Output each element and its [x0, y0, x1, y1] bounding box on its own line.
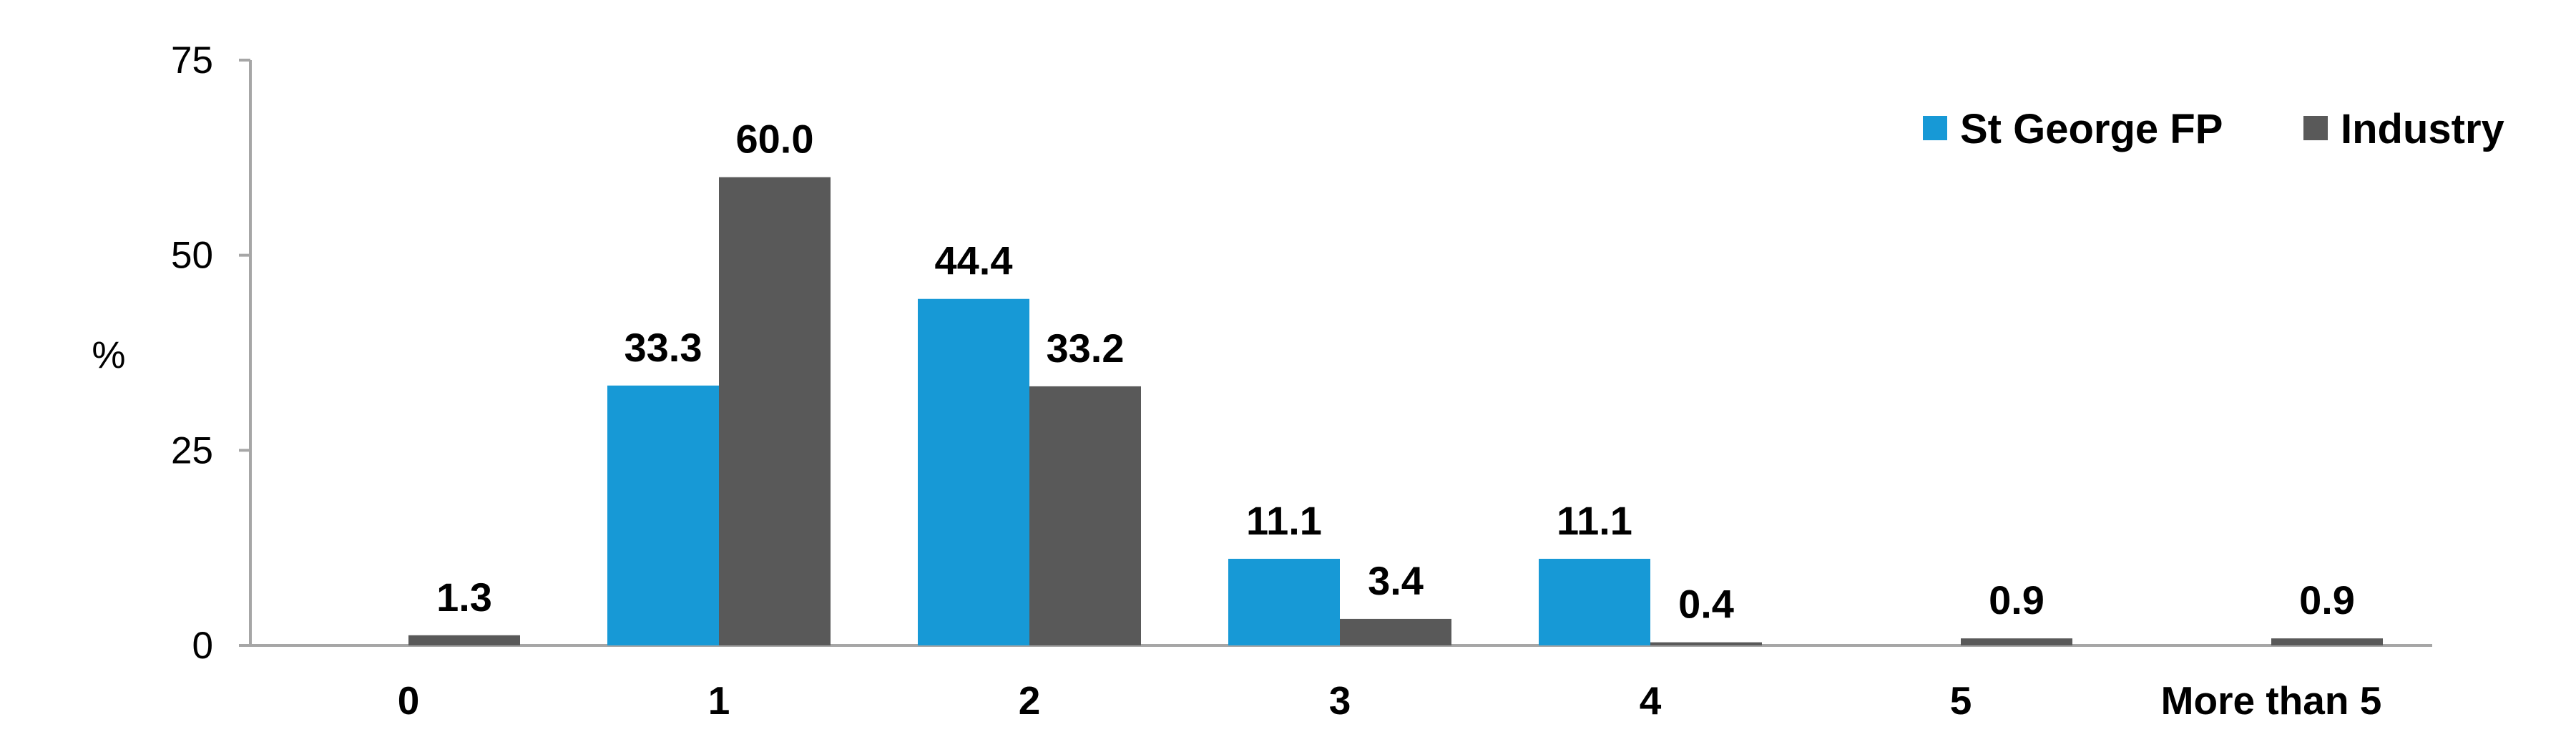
data-label: 0.4: [1678, 582, 1734, 627]
data-label: 0.9: [2299, 577, 2355, 623]
bar-industry: [2271, 638, 2383, 645]
x-tick-label: 0: [398, 678, 420, 723]
x-tick-label: More than 5: [2161, 678, 2382, 723]
legend-label: St George FP: [1960, 106, 2223, 152]
x-tick-label: 1: [708, 678, 730, 723]
x-tick-label: 2: [1019, 678, 1041, 723]
data-label: 33.2: [1047, 326, 1125, 371]
y-axis-label: %: [92, 334, 125, 376]
x-axis: 0 1 2 3 4 5 More than 5: [250, 644, 2432, 723]
bar-industry: [1340, 618, 1451, 645]
y-tick-label: 0: [192, 625, 213, 667]
bar-industry: [408, 635, 520, 645]
data-label: 1.3: [436, 575, 492, 620]
y-tick-label: 50: [171, 235, 213, 277]
bar-st-george-fp: [1228, 558, 1340, 645]
data-labels: 1.3 33.3 60.0 44.4 33.2 11.1 3.4 11.1 0.4 0.9 0.9: [436, 117, 2355, 627]
bar-industry: [1029, 386, 1141, 645]
y-tick-label: 25: [171, 429, 213, 472]
x-tick-label: 4: [1640, 678, 1662, 723]
data-label: 33.3: [625, 325, 702, 370]
y-tick-label: 75: [171, 39, 213, 82]
legend-swatch: [2303, 116, 2328, 140]
data-label: 11.1: [1246, 498, 1322, 543]
x-tick-label: 3: [1329, 678, 1351, 723]
legend-label: Industry: [2341, 106, 2504, 152]
data-label: 0.9: [1989, 577, 2044, 623]
bar-st-george-fp: [607, 385, 719, 645]
legend-swatch: [1923, 116, 1947, 140]
bar-st-george-fp: [1539, 558, 1650, 645]
bar-industry: [719, 177, 831, 646]
legend: St George FP Industry: [1923, 106, 2504, 152]
bars: [408, 177, 2383, 646]
bar-st-george-fp: [918, 298, 1029, 645]
data-label: 44.4: [935, 238, 1013, 283]
data-label: 60.0: [736, 117, 814, 162]
bar-industry: [1650, 642, 1762, 645]
bar-industry: [1961, 638, 2072, 645]
data-label: 11.1: [1557, 498, 1632, 543]
x-tick-label: 5: [1950, 678, 1972, 723]
y-axis: 0 25 50 75: [171, 39, 252, 667]
data-label: 3.4: [1368, 558, 1424, 603]
